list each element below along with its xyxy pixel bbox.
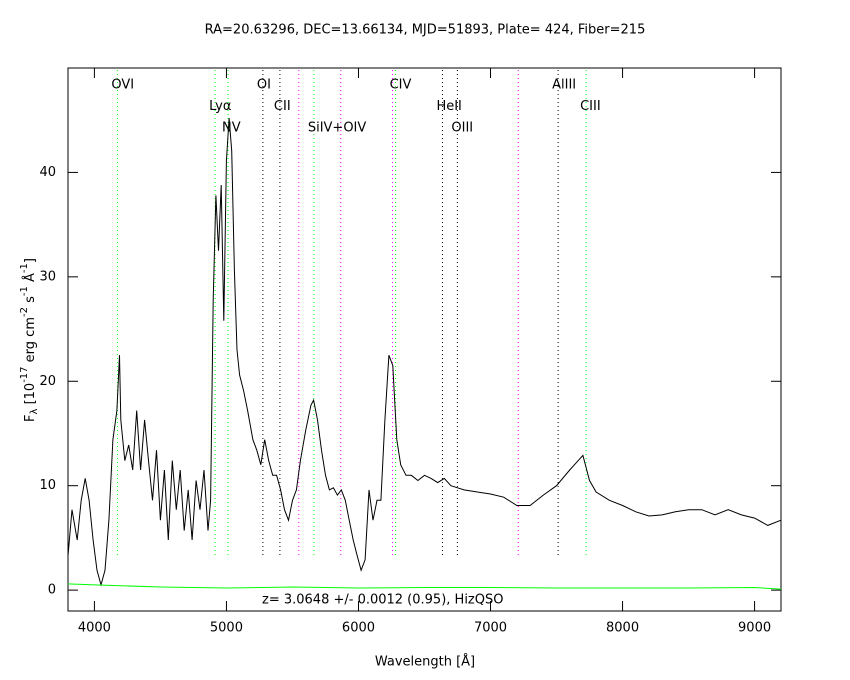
emission-line-label: OIII	[451, 121, 473, 136]
y-axis-label-part: F	[23, 414, 38, 421]
y-axis-label-part: -1	[19, 263, 30, 273]
x-tick-label: 8000	[606, 621, 639, 636]
y-tick-label: 20	[39, 374, 56, 389]
spectrum-line	[67, 583, 782, 590]
emission-line-label: NV	[222, 121, 241, 136]
x-tick-label: 7000	[474, 621, 507, 636]
y-axis-label-part: -2	[19, 307, 30, 317]
y-axis-label-part: Å	[22, 273, 38, 286]
x-axis-label: Wavelength [Å]	[375, 654, 475, 670]
y-axis-label-part: λ	[29, 408, 40, 414]
x-tick-label: 5000	[210, 621, 243, 636]
emission-line-label: CIV	[390, 78, 412, 93]
y-axis-label-part: ]	[23, 258, 38, 263]
y-axis-label-part: -1	[19, 286, 30, 296]
emission-line-label: CII	[274, 99, 291, 114]
x-tick-label: 6000	[342, 621, 375, 636]
emission-line-label: OVI	[111, 78, 134, 93]
emission-line-label: AlIII	[552, 78, 576, 93]
emission-line-label: HeII	[436, 99, 461, 114]
emission-line-label: OI	[257, 78, 271, 93]
x-tick-label: 4000	[78, 621, 111, 636]
emission-line-label: CIII	[580, 99, 601, 114]
y-tick-label: 30	[39, 269, 56, 284]
chart-title: RA=20.63296, DEC=13.66134, MJD=51893, Pl…	[205, 23, 646, 38]
x-tick-label: 9000	[738, 621, 771, 636]
y-axis-label-part: -17	[19, 366, 30, 382]
y-tick-label: 40	[39, 165, 56, 180]
redshift-annotation: z= 3.0648 +/- 0.0012 (0.95), HizQSO	[262, 593, 503, 608]
emission-line-label: SiIV+OIV	[308, 121, 367, 136]
emission-line-label: Lyα	[209, 99, 231, 114]
y-axis-label: Fλ [10-17 erg cm-2 s-1 Å-1]	[19, 258, 40, 422]
plot-frame	[67, 67, 782, 612]
spectrum-line	[67, 118, 782, 587]
y-axis-label-part: s	[23, 296, 38, 307]
y-tick-label: 10	[39, 478, 56, 493]
y-tick-label: 0	[48, 583, 56, 598]
y-axis-label-part: erg cm	[23, 317, 38, 366]
y-axis-label-part: [10	[23, 383, 38, 409]
